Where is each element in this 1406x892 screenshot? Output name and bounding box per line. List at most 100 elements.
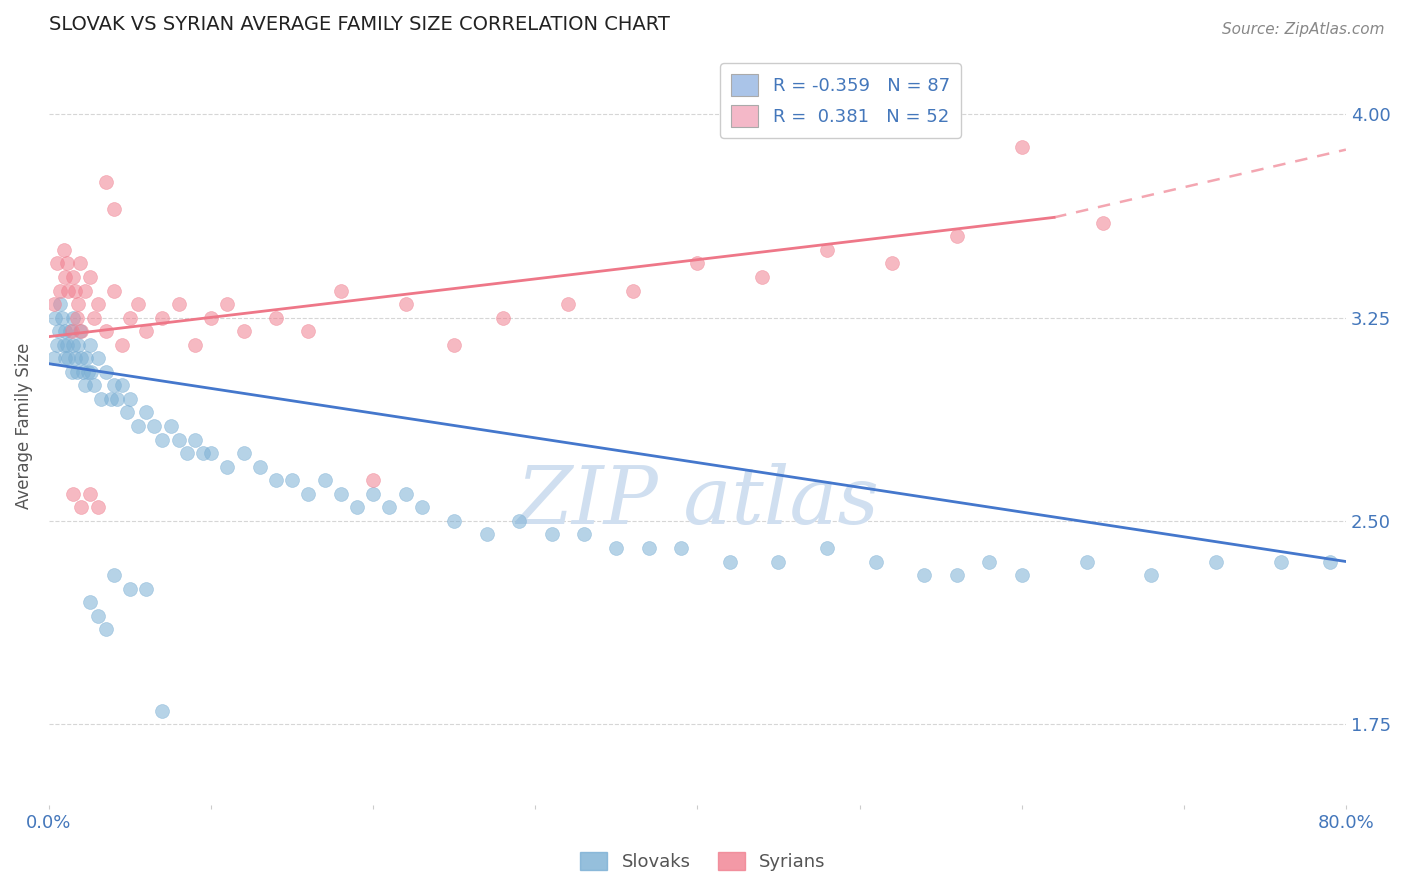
Point: [83, 378, 105, 392]
Point: [62, 310, 84, 325]
Point: [60, 324, 83, 338]
Point: [143, 419, 166, 434]
Point: [65, 365, 87, 379]
Point: [200, 446, 222, 460]
Point: [53, 270, 76, 285]
Point: [1011, 140, 1033, 154]
Point: [176, 446, 198, 460]
Point: [200, 310, 222, 325]
Point: [979, 554, 1001, 568]
Text: SLOVAK VS SYRIAN AVERAGE FAMILY SIZE CORRELATION CHART: SLOVAK VS SYRIAN AVERAGE FAMILY SIZE COR…: [49, 15, 669, 34]
Point: [118, 392, 141, 406]
Point: [103, 568, 125, 582]
Point: [264, 473, 287, 487]
Point: [1205, 554, 1227, 568]
Point: [49, 297, 72, 311]
Point: [167, 433, 190, 447]
Point: [217, 297, 239, 311]
Point: [671, 541, 693, 555]
Point: [297, 487, 319, 501]
Point: [540, 527, 562, 541]
Point: [46, 337, 69, 351]
Point: [103, 202, 125, 217]
Point: [1076, 554, 1098, 568]
Legend: R = -0.359   N = 87, R =  0.381   N = 52: R = -0.359 N = 87, R = 0.381 N = 52: [720, 63, 960, 138]
Point: [103, 284, 125, 298]
Point: [118, 310, 141, 325]
Point: [69, 256, 91, 270]
Point: [63, 284, 86, 298]
Point: [83, 310, 105, 325]
Point: [249, 459, 271, 474]
Point: [946, 229, 969, 244]
Point: [346, 500, 368, 515]
Point: [94, 324, 117, 338]
Point: [1270, 554, 1292, 568]
Point: [946, 568, 969, 582]
Point: [1011, 568, 1033, 582]
Point: [94, 622, 117, 636]
Point: [167, 297, 190, 311]
Point: [411, 500, 433, 515]
Point: [62, 487, 84, 501]
Point: [815, 541, 838, 555]
Point: [79, 337, 101, 351]
Point: [751, 270, 773, 285]
Point: [191, 446, 214, 460]
Point: [62, 337, 84, 351]
Point: [637, 541, 659, 555]
Point: [135, 582, 157, 596]
Point: [77, 365, 100, 379]
Point: [443, 337, 465, 351]
Point: [880, 256, 903, 270]
Point: [48, 324, 70, 338]
Point: [1091, 216, 1114, 230]
Point: [557, 297, 579, 311]
Point: [718, 554, 741, 568]
Point: [127, 419, 149, 434]
Point: [572, 527, 595, 541]
Point: [94, 175, 117, 189]
Legend: Slovaks, Syrians: Slovaks, Syrians: [574, 845, 832, 879]
Point: [297, 324, 319, 338]
Point: [184, 433, 207, 447]
Point: [100, 392, 122, 406]
Point: [135, 324, 157, 338]
Point: [232, 446, 254, 460]
Point: [508, 514, 530, 528]
Point: [53, 324, 76, 338]
Point: [56, 256, 79, 270]
Point: [59, 324, 82, 338]
Point: [63, 351, 86, 366]
Point: [621, 284, 644, 298]
Point: [394, 487, 416, 501]
Point: [152, 310, 174, 325]
Point: [46, 256, 69, 270]
Point: [105, 392, 128, 406]
Point: [69, 324, 91, 338]
Point: [115, 405, 138, 419]
Point: [56, 337, 79, 351]
Point: [72, 365, 94, 379]
Point: [86, 297, 108, 311]
Point: [159, 419, 181, 434]
Point: [865, 554, 887, 568]
Point: [52, 243, 75, 257]
Point: [1140, 568, 1163, 582]
Point: [378, 500, 401, 515]
Point: [264, 310, 287, 325]
Point: [912, 568, 935, 582]
Point: [52, 337, 75, 351]
Point: [184, 337, 207, 351]
Point: [152, 433, 174, 447]
Point: [44, 310, 66, 325]
Point: [58, 351, 80, 366]
Point: [686, 256, 709, 270]
Point: [361, 487, 384, 501]
Point: [314, 473, 336, 487]
Point: [127, 297, 149, 311]
Point: [58, 284, 80, 298]
Point: [217, 459, 239, 474]
Point: [86, 608, 108, 623]
Point: [67, 337, 90, 351]
